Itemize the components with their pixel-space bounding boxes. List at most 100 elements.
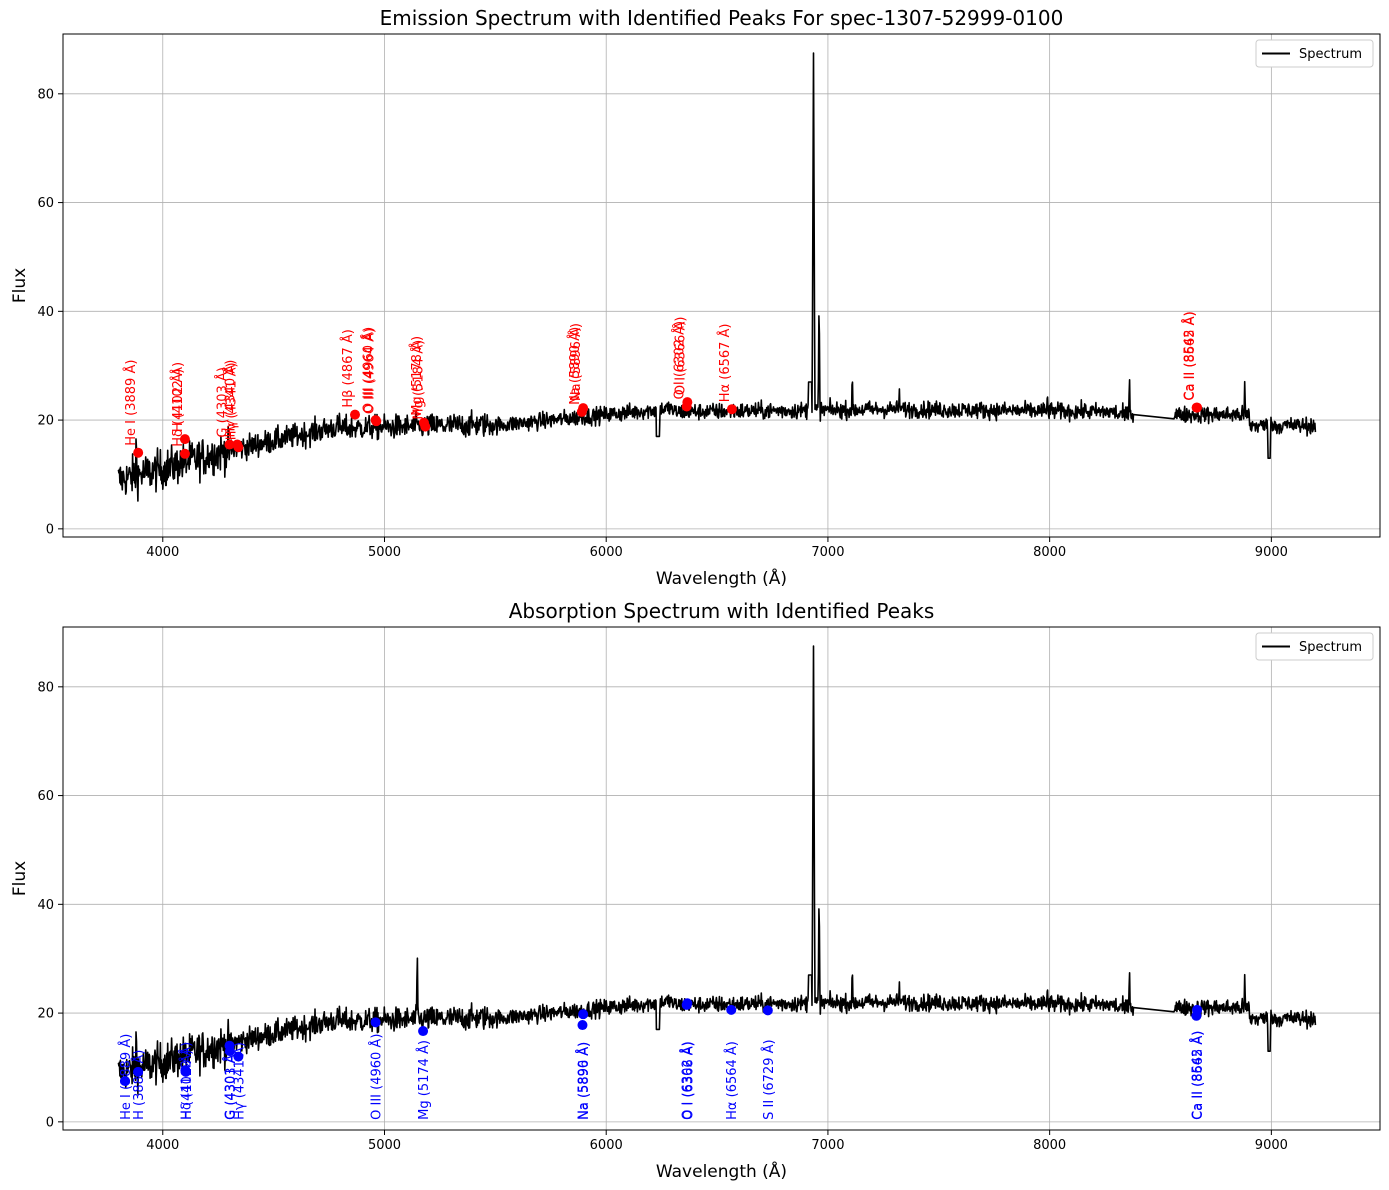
x-tick-label: 4000 — [146, 1138, 179, 1153]
peak-marker — [120, 1076, 131, 1087]
peak-marker — [179, 448, 190, 459]
axes-frame — [62, 626, 1381, 1131]
peak-label: Na (5896 Å) — [568, 323, 584, 401]
peak-label: O I (6366 Å) — [680, 1041, 696, 1120]
peak-label: Hδ (4102 Å) — [178, 1042, 194, 1120]
peak-marker — [578, 1009, 589, 1020]
peak-marker — [762, 1005, 773, 1016]
peak-marker — [370, 1017, 381, 1028]
peak-marker — [682, 397, 693, 408]
peak-marker — [1192, 402, 1203, 413]
chart-title: Emission Spectrum with Identified Peaks … — [380, 6, 1064, 30]
peak-marker — [350, 409, 361, 420]
peaks: He I (3889 Å) Hδ (4102 Å)H (4102 Å) G (430… — [123, 311, 1203, 459]
y-tick-label: 80 — [37, 87, 54, 102]
y-tick-label: 20 — [37, 1007, 54, 1022]
peak-marker — [418, 1026, 429, 1037]
peak-marker — [682, 998, 693, 1009]
x-tick-label: 6000 — [590, 545, 623, 560]
spectrum-line — [117, 645, 1317, 1095]
peak-marker — [420, 421, 431, 432]
x-tick-label: 6000 — [590, 1138, 623, 1153]
x-axis-label: Wavelength (Å) — [656, 567, 787, 589]
peak-label: O I (6366 Å) — [672, 317, 688, 396]
peak-label: H (4102 Å) — [179, 1050, 195, 1120]
legend-box — [1255, 632, 1374, 661]
y-axis-label: Flux — [10, 268, 30, 303]
x-tick-label: 7000 — [811, 545, 844, 560]
peak-marker — [232, 439, 243, 450]
spectrum-line — [117, 52, 1317, 502]
peak-label: He I (3889 Å) — [118, 1034, 134, 1120]
y-tick-label: 80 — [37, 680, 54, 695]
peak-label: He I (3889 Å) — [123, 360, 139, 446]
axes-frame — [62, 33, 1381, 538]
grid — [63, 34, 1380, 537]
peak-label: Hα (6567 Å) — [717, 323, 733, 402]
peak-marker — [577, 1020, 588, 1031]
x-tick-label: 5000 — [368, 1138, 401, 1153]
peak-marker — [179, 434, 190, 445]
peak-label: O III (4960 Å) — [361, 327, 377, 413]
peak-marker — [180, 1066, 191, 1077]
peak-label: Na (5890 Å) — [575, 1042, 591, 1120]
peak-label: Ca II (8542 Å) — [1189, 1031, 1205, 1120]
emission-chart: He I (3889 Å) Hδ (4102 Å)H (4102 Å) G (430… — [10, 6, 1381, 589]
peak-label: O I (6302 Å) — [672, 321, 688, 400]
x-tick-label: 7000 — [811, 1138, 844, 1153]
peak-marker — [726, 1004, 737, 1015]
grid — [63, 627, 1380, 1130]
peak-label: Ca II (8542 Å) — [1182, 311, 1198, 400]
peak-label: Mg (5178 Å) — [409, 336, 425, 416]
peak-label: Hδ (4102 Å) — [170, 369, 186, 447]
x-tick-label: 8000 — [1033, 545, 1066, 560]
y-tick-label: 60 — [37, 196, 54, 211]
peak-label: G (4303 Å) — [215, 367, 231, 437]
y-tick-label: 60 — [37, 789, 54, 804]
x-tick-label: 8000 — [1033, 1138, 1066, 1153]
y-axis-label: Flux — [10, 861, 30, 896]
x-tick-label: 4000 — [146, 545, 179, 560]
y-tick-label: 0 — [46, 1115, 54, 1130]
peak-label: Hγ (4341 Å) — [231, 1042, 247, 1120]
legend-box — [1255, 39, 1374, 68]
peak-label: Hβ (4867 Å) — [340, 329, 356, 407]
peak-label: O III (4960 Å) — [369, 1034, 385, 1120]
peak-marker — [133, 1066, 144, 1077]
peak-label: O I (6302 Å) — [680, 1041, 696, 1120]
chart-title: Absorption Spectrum with Identified Peak… — [509, 599, 935, 623]
peak-label: O III (4964 Å) — [361, 328, 377, 414]
legend: Spectrum — [1255, 632, 1374, 661]
x-tick-label: 5000 — [368, 545, 401, 560]
y-tick-label: 20 — [37, 414, 54, 429]
peak-label: S II (6729 Å) — [761, 1039, 777, 1119]
peak-label: Na (5890 Å) — [567, 327, 583, 405]
peak-label: G (4303 Å) — [223, 1049, 239, 1119]
y-tick-label: 0 — [46, 522, 54, 537]
peak-marker — [224, 439, 235, 450]
peak-marker — [578, 403, 589, 414]
legend-label: Spectrum — [1299, 47, 1362, 62]
peak-label: H (4102 Å) — [170, 362, 186, 432]
peak-marker — [371, 416, 382, 427]
legend: Spectrum — [1255, 39, 1374, 68]
peak-label: Mg (5174 Å) — [416, 1040, 432, 1120]
peak-label: Mg (5184 Å) — [410, 340, 426, 420]
peak-marker — [133, 447, 144, 458]
absorption-chart: He I (3889 Å)H (3889 Å) Hδ (4102 Å)H (410… — [10, 599, 1381, 1182]
y-tick-label: 40 — [37, 898, 54, 913]
peak-label: Na (5896 Å) — [576, 1042, 592, 1120]
x-tick-label: 9000 — [1255, 545, 1288, 560]
peaks: He I (3889 Å)H (3889 Å) Hδ (4102 Å)H (410… — [118, 998, 1206, 1120]
x-axis-label: Wavelength (Å) — [656, 1160, 787, 1182]
peak-marker — [726, 404, 737, 415]
peak-label: Ca II (8665 Å) — [1190, 1031, 1206, 1120]
peak-label: G (4301 Å) — [223, 1049, 239, 1119]
y-tick-label: 40 — [37, 305, 54, 320]
peak-marker — [224, 1046, 235, 1057]
peak-label: Ca II (8665 Å) — [1182, 311, 1198, 400]
peak-marker — [1192, 1004, 1203, 1015]
x-tick-label: 9000 — [1255, 1138, 1288, 1153]
